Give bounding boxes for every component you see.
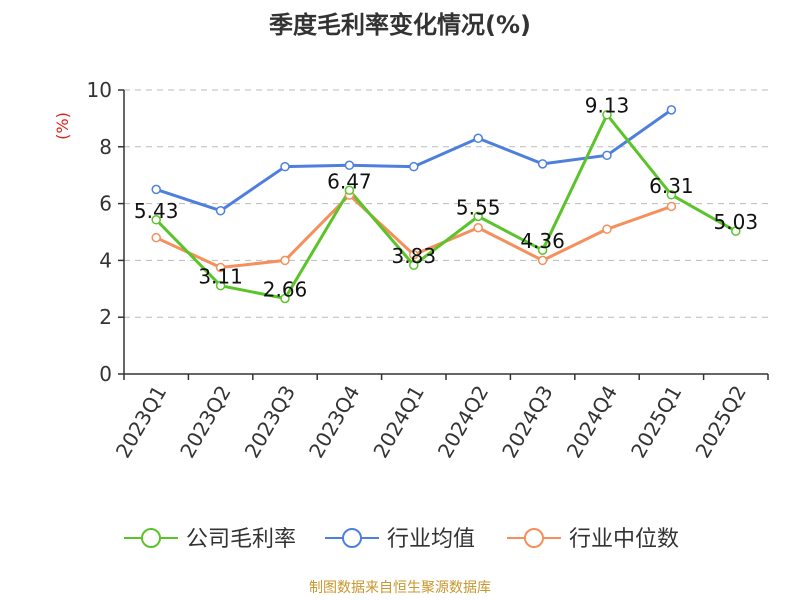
legend-marker (141, 528, 161, 548)
x-tick-label: 2024Q2 (433, 381, 493, 462)
data-point (344, 185, 355, 196)
y-tick-label: 8 (99, 135, 112, 159)
data-label: 3.11 (198, 265, 243, 289)
data-point (602, 150, 612, 161)
x-tick-label: 2023Q1 (111, 381, 171, 462)
data-labels: 5.43 3.11 2.66 6.47 3.83 5.55 4.36 9.13 6.31 5.03 (134, 94, 758, 302)
data-point (215, 262, 226, 273)
data-point (537, 245, 548, 255)
data-point (666, 105, 677, 115)
data-point (666, 201, 677, 212)
data-point (280, 161, 290, 172)
legend-marker (524, 528, 544, 548)
y-tick-label: 2 (99, 305, 112, 329)
x-tick-label: 2023Q3 (240, 381, 300, 462)
data-point (409, 260, 419, 270)
data-label: 5.43 (134, 199, 179, 223)
x-tick-label: 2025Q2 (690, 381, 750, 462)
data-point (409, 161, 419, 172)
series-lines (155, 108, 737, 300)
series-points (151, 105, 741, 304)
data-label: 5.55 (456, 195, 501, 219)
y-axis-unit-label: (%) (53, 112, 72, 140)
x-tick-label: 2025Q1 (626, 381, 686, 462)
x-tick-label: 2023Q4 (304, 381, 364, 462)
x-tick-label: 2023Q2 (175, 381, 235, 462)
data-label: 2.66 (263, 277, 308, 301)
data-point (280, 293, 290, 304)
data-label: 5.03 (714, 210, 759, 234)
y-tick-label: 6 (99, 192, 112, 216)
data-label: 4.36 (520, 229, 565, 253)
data-label: 6.31 (649, 174, 694, 198)
data-point (537, 255, 548, 266)
x-tick-label: 2024Q3 (497, 381, 557, 462)
data-point (473, 133, 483, 144)
data-point (151, 232, 161, 243)
data-point (602, 224, 612, 234)
y-tick-label: 0 (99, 362, 112, 386)
source-note: 制图数据来自恒生聚源数据库 (309, 580, 491, 596)
y-tick-label: 10 (87, 78, 112, 102)
data-point (215, 280, 226, 291)
data-point (602, 109, 612, 120)
data-point (731, 226, 741, 236)
y-tick-label: 4 (99, 248, 112, 272)
legend-label: 行业均值 (387, 527, 475, 552)
data-point (473, 211, 483, 222)
data-point (537, 159, 548, 169)
series-line (155, 108, 673, 213)
legend-marker (342, 528, 362, 548)
legend-label: 行业中位数 (569, 527, 679, 552)
gridlines (124, 89, 768, 318)
chart-title: 季度毛利率变化情况(%) (269, 11, 531, 39)
data-label: 6.47 (327, 169, 372, 193)
data-point (409, 249, 419, 260)
legend: 公司毛利率 行业均值 行业中位数 (124, 527, 679, 552)
data-point (280, 255, 290, 266)
data-point (473, 222, 483, 233)
data-point (151, 184, 161, 195)
x-tick-label: 2024Q1 (368, 381, 428, 462)
data-point (344, 160, 355, 171)
data-label: 3.83 (392, 244, 437, 268)
data-point (215, 205, 226, 216)
legend-label: 公司毛利率 (186, 527, 296, 552)
x-tick-label: 2024Q4 (562, 381, 622, 462)
series-line (155, 113, 737, 300)
data-point (151, 215, 161, 225)
data-label: 9.13 (585, 94, 630, 118)
data-point (666, 190, 677, 200)
